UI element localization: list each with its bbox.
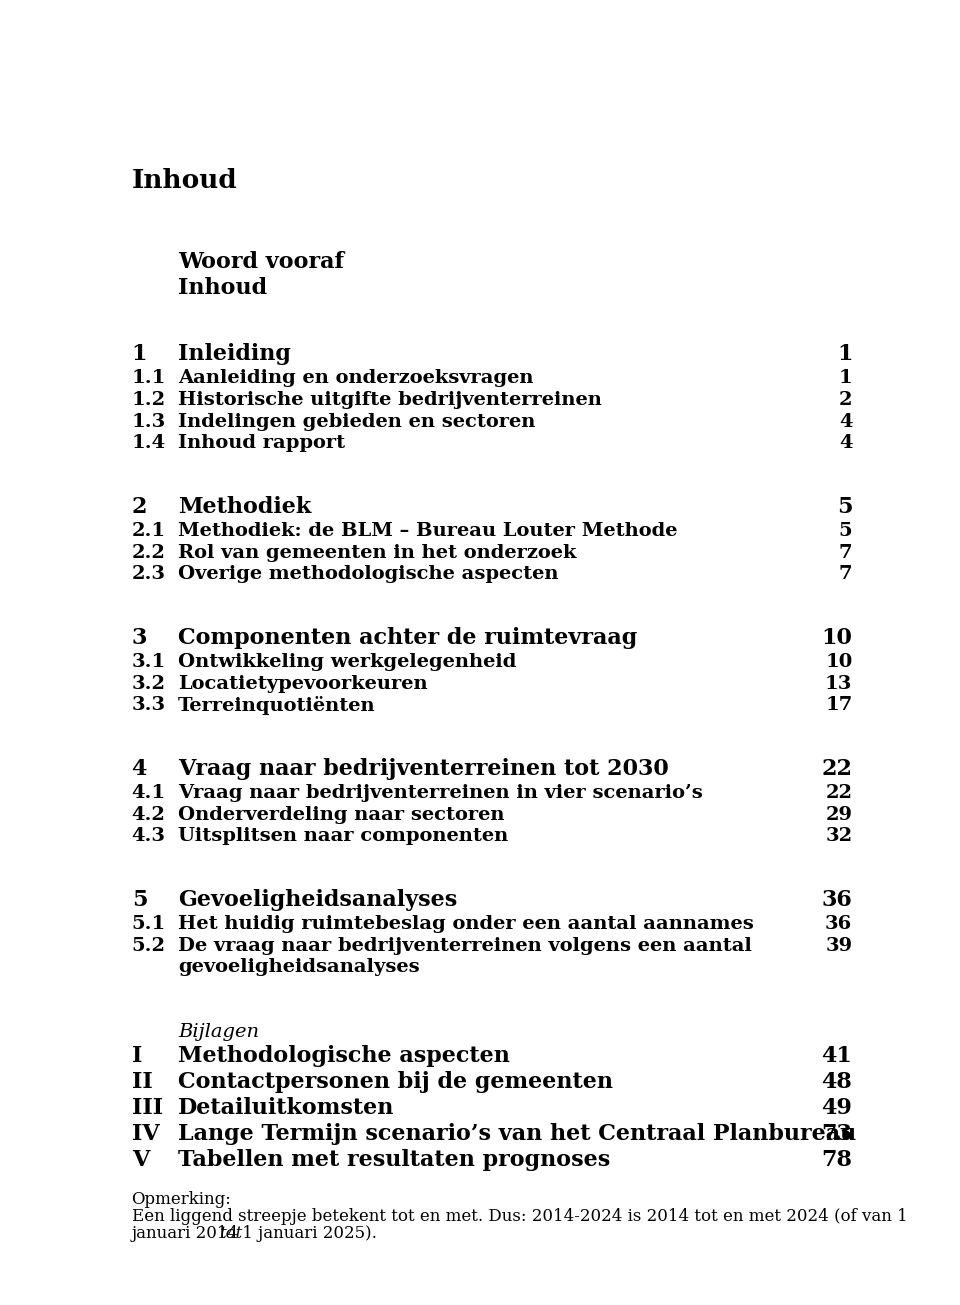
Text: 5.2: 5.2: [132, 937, 166, 955]
Text: II: II: [132, 1070, 153, 1092]
Text: 1: 1: [132, 343, 147, 365]
Text: 36: 36: [822, 889, 852, 911]
Text: 17: 17: [826, 696, 852, 714]
Text: 7: 7: [839, 544, 852, 561]
Text: 3.3: 3.3: [132, 696, 166, 714]
Text: gevoeligheidsanalyses: gevoeligheidsanalyses: [179, 958, 420, 976]
Text: 36: 36: [826, 915, 852, 933]
Text: V: V: [132, 1150, 149, 1171]
Text: Rol van gemeenten in het onderzoek: Rol van gemeenten in het onderzoek: [179, 544, 577, 561]
Text: tot: tot: [219, 1224, 242, 1241]
Text: Uitsplitsen naar componenten: Uitsplitsen naar componenten: [179, 827, 509, 846]
Text: Methodiek: Methodiek: [179, 496, 311, 518]
Text: Historische uitgifte bedrijventerreinen: Historische uitgifte bedrijventerreinen: [179, 392, 602, 408]
Text: 41: 41: [822, 1044, 852, 1066]
Text: Terreinquotiënten: Terreinquotiënten: [179, 696, 375, 715]
Text: Een liggend streepje betekent tot en met. Dus: 2014-2024 is 2014 tot en met 2024: Een liggend streepje betekent tot en met…: [132, 1207, 907, 1225]
Text: 3: 3: [132, 626, 147, 649]
Text: Locatietypevoorkeuren: Locatietypevoorkeuren: [179, 675, 428, 693]
Text: 1.3: 1.3: [132, 412, 166, 431]
Text: Indelingen gebieden en sectoren: Indelingen gebieden en sectoren: [179, 412, 536, 431]
Text: Tabellen met resultaten prognoses: Tabellen met resultaten prognoses: [179, 1150, 611, 1171]
Text: 1: 1: [837, 343, 852, 365]
Text: Detailuitkomsten: Detailuitkomsten: [179, 1098, 395, 1118]
Text: Opmerking:: Opmerking:: [132, 1190, 231, 1208]
Text: 1.2: 1.2: [132, 392, 166, 408]
Text: Inhoud: Inhoud: [132, 168, 237, 193]
Text: 1.4: 1.4: [132, 435, 166, 452]
Text: 10: 10: [826, 652, 852, 671]
Text: 5.1: 5.1: [132, 915, 166, 933]
Text: 2.2: 2.2: [132, 544, 165, 561]
Text: 2: 2: [839, 392, 852, 408]
Text: III: III: [132, 1098, 163, 1118]
Text: 4: 4: [839, 435, 852, 452]
Text: Inleiding: Inleiding: [179, 343, 291, 365]
Text: 1.1: 1.1: [132, 369, 166, 388]
Text: 49: 49: [822, 1098, 852, 1118]
Text: 5: 5: [837, 496, 852, 518]
Text: 10: 10: [822, 626, 852, 649]
Text: Inhoud: Inhoud: [179, 277, 267, 299]
Text: 22: 22: [822, 758, 852, 780]
Text: Componenten achter de ruimtevraag: Componenten achter de ruimtevraag: [179, 626, 637, 649]
Text: 39: 39: [826, 937, 852, 955]
Text: Woord vooraf: Woord vooraf: [179, 251, 344, 273]
Text: Inhoud rapport: Inhoud rapport: [179, 435, 346, 452]
Text: 4: 4: [132, 758, 147, 780]
Text: Methodologische aspecten: Methodologische aspecten: [179, 1044, 510, 1066]
Text: 78: 78: [822, 1150, 852, 1171]
Text: januari 2014: januari 2014: [132, 1224, 244, 1241]
Text: 7: 7: [839, 565, 852, 583]
Text: Aanleiding en onderzoeksvragen: Aanleiding en onderzoeksvragen: [179, 369, 534, 388]
Text: Het huidig ruimtebeslag onder een aantal aannames: Het huidig ruimtebeslag onder een aantal…: [179, 915, 754, 933]
Text: 22: 22: [826, 784, 852, 803]
Text: 3.1: 3.1: [132, 652, 166, 671]
Text: Vraag naar bedrijventerreinen in vier scenario’s: Vraag naar bedrijventerreinen in vier sc…: [179, 784, 703, 803]
Text: 73: 73: [822, 1124, 852, 1144]
Text: 4.2: 4.2: [132, 805, 165, 823]
Text: 3.2: 3.2: [132, 675, 166, 693]
Text: De vraag naar bedrijventerreinen volgens een aantal: De vraag naar bedrijventerreinen volgens…: [179, 937, 752, 955]
Text: Lange Termijn scenario’s van het Centraal Planbureau: Lange Termijn scenario’s van het Centraa…: [179, 1124, 856, 1144]
Text: 13: 13: [825, 675, 852, 693]
Text: Overige methodologische aspecten: Overige methodologische aspecten: [179, 565, 559, 583]
Text: 1: 1: [839, 369, 852, 388]
Text: 32: 32: [826, 827, 852, 846]
Text: 2.1: 2.1: [132, 522, 166, 540]
Text: 29: 29: [826, 805, 852, 823]
Text: Methodiek: de BLM – Bureau Louter Methode: Methodiek: de BLM – Bureau Louter Method…: [179, 522, 678, 540]
Text: 1 januari 2025).: 1 januari 2025).: [237, 1224, 376, 1241]
Text: 5: 5: [839, 522, 852, 540]
Text: 48: 48: [822, 1070, 852, 1092]
Text: 4.1: 4.1: [132, 784, 166, 803]
Text: Vraag naar bedrijventerreinen tot 2030: Vraag naar bedrijventerreinen tot 2030: [179, 758, 669, 780]
Text: Contactpersonen bij de gemeenten: Contactpersonen bij de gemeenten: [179, 1070, 613, 1092]
Text: 5: 5: [132, 889, 147, 911]
Text: 2.3: 2.3: [132, 565, 166, 583]
Text: Gevoeligheidsanalyses: Gevoeligheidsanalyses: [179, 889, 457, 911]
Text: Ontwikkeling werkgelegenheid: Ontwikkeling werkgelegenheid: [179, 652, 516, 671]
Text: I: I: [132, 1044, 142, 1066]
Text: 4.3: 4.3: [132, 827, 166, 846]
Text: IV: IV: [132, 1124, 159, 1144]
Text: Bijlagen: Bijlagen: [179, 1023, 259, 1041]
Text: Onderverdeling naar sectoren: Onderverdeling naar sectoren: [179, 805, 505, 823]
Text: 4: 4: [839, 412, 852, 431]
Text: 2: 2: [132, 496, 147, 518]
